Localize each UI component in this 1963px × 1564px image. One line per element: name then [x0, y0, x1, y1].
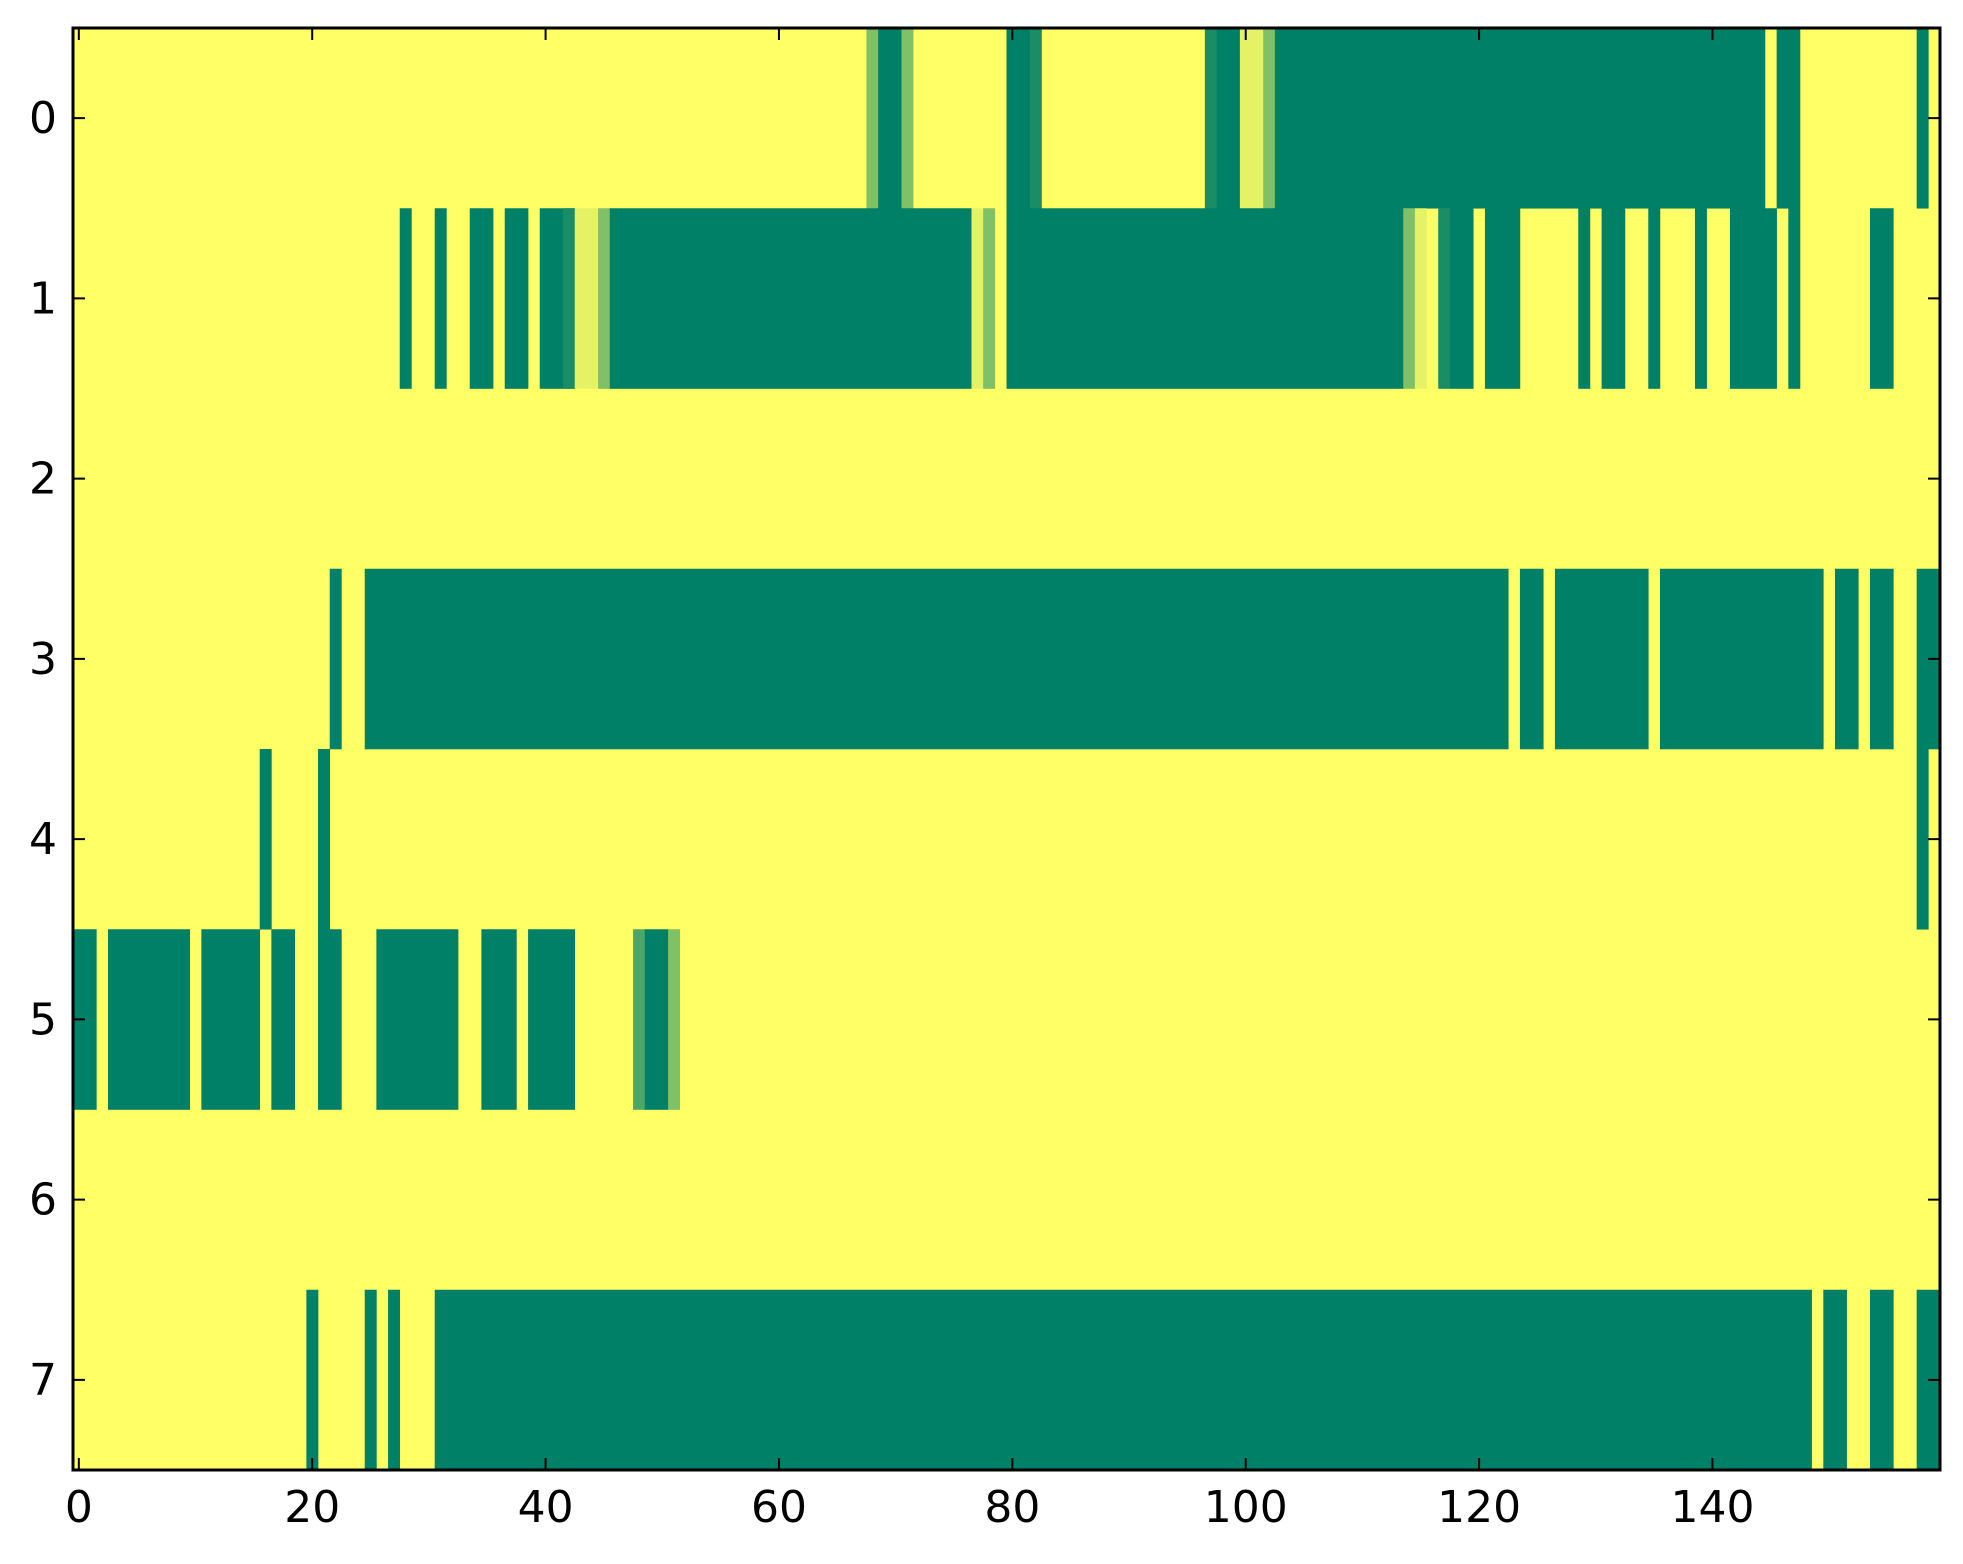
y-tick-label: 4 — [29, 814, 57, 865]
heatmap-cell — [1834, 568, 1859, 750]
heatmap-cell — [598, 208, 611, 389]
heatmap-cell — [563, 208, 576, 389]
heatmap-cell — [668, 929, 681, 1110]
y-tick-label: 2 — [29, 454, 57, 505]
x-tick-label: 80 — [984, 1482, 1040, 1533]
heatmap-cell — [318, 749, 331, 930]
heatmap-cell — [1519, 568, 1544, 750]
heatmap-cell — [1414, 208, 1427, 389]
heatmap-cell — [1601, 208, 1626, 389]
heatmap-cell — [1776, 28, 1801, 209]
heatmap-cell — [1659, 568, 1824, 750]
heatmap-cell — [1274, 28, 1766, 209]
heatmap-cell — [609, 208, 972, 389]
heatmap-cell — [364, 568, 1509, 750]
heatmap-cell — [1648, 208, 1661, 389]
heatmap-cell — [108, 929, 190, 1110]
heatmap-cell — [901, 28, 914, 209]
x-tick-label: 0 — [65, 1482, 93, 1533]
heatmap-cell — [201, 929, 260, 1110]
y-tick-label: 5 — [29, 994, 57, 1045]
heatmap-cell — [1729, 208, 1777, 389]
heatmap-cell — [866, 28, 879, 209]
heatmap-cell — [1869, 568, 1894, 750]
heatmap-cell — [1438, 208, 1451, 389]
heatmap-cell — [1006, 28, 1031, 209]
y-axis: 0 1 2 3 4 5 6 7 — [29, 93, 1940, 1406]
heatmap-cell — [878, 28, 902, 209]
heatmap-cell — [329, 568, 342, 750]
heatmap-cell — [1204, 28, 1217, 209]
heatmap-cell — [1869, 1289, 1894, 1471]
x-tick-label: 40 — [518, 1482, 574, 1533]
heatmap-cell — [1449, 208, 1474, 389]
heatmap-cell — [364, 1289, 377, 1471]
x-tick-label: 60 — [751, 1482, 807, 1533]
heatmap-cell — [504, 208, 529, 389]
heatmap-cell — [259, 749, 272, 930]
heatmap-cell — [306, 1289, 319, 1471]
heatmap-cell — [1694, 208, 1707, 389]
heatmap-cell — [1029, 28, 1042, 209]
heatmap-cell — [983, 208, 996, 389]
heatmap-cell — [1916, 28, 1929, 209]
heatmap-cell — [1006, 208, 1404, 389]
heatmap-cell — [434, 1289, 1812, 1471]
y-tick-label: 6 — [29, 1175, 57, 1226]
plot-area — [73, 28, 1941, 1471]
heatmap-cell — [399, 208, 412, 389]
heatmap-cell — [644, 929, 669, 1110]
heatmap-cell — [1263, 28, 1276, 209]
heatmap-cell — [1484, 208, 1521, 389]
y-tick-label: 1 — [29, 273, 57, 324]
heatmap-cell — [318, 929, 342, 1110]
heatmap-cell — [1788, 208, 1801, 389]
heatmap-cell — [574, 208, 599, 389]
heatmap-cell — [1916, 749, 1929, 930]
x-tick-label: 20 — [284, 1482, 340, 1533]
x-tick-label: 140 — [1670, 1482, 1754, 1533]
x-tick-label: 120 — [1437, 1482, 1521, 1533]
x-axis: 0 20 40 60 80 100 120 140 — [65, 28, 1754, 1533]
heatmap-cell — [434, 208, 447, 389]
heatmap-cell — [528, 929, 576, 1110]
heatmap-cell — [1823, 1289, 1847, 1471]
heatmap-cell — [271, 929, 296, 1110]
heatmap-cell — [481, 929, 517, 1110]
heatmap-cell — [388, 1289, 401, 1471]
heatmap-cell — [633, 929, 646, 1110]
heatmap-cell — [971, 208, 984, 389]
heatmap-cell — [1216, 28, 1241, 209]
y-tick-label: 0 — [29, 93, 57, 144]
x-tick-label: 100 — [1204, 1482, 1288, 1533]
heatmap-cell — [1554, 568, 1649, 750]
heatmap-cell — [376, 929, 459, 1110]
heatmap-cell — [1403, 208, 1416, 389]
y-tick-label: 3 — [29, 634, 57, 685]
heatmap-cell — [1578, 208, 1591, 389]
heatmap-cell — [1869, 208, 1894, 389]
y-tick-label: 7 — [29, 1355, 57, 1406]
plot-frame — [71, 26, 1942, 1472]
heatmap-cell — [1239, 28, 1264, 209]
heatmap-cell — [469, 208, 494, 389]
